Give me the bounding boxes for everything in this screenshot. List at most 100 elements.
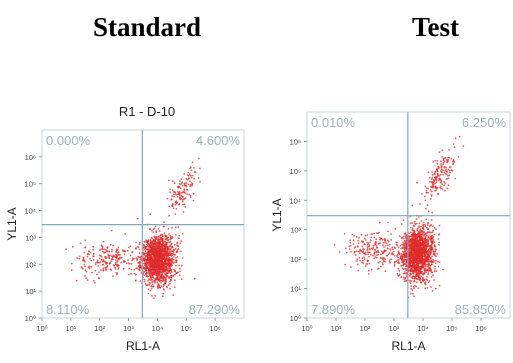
event-point [427, 281, 430, 284]
event-point [452, 158, 455, 161]
event-point [150, 285, 153, 288]
event-point [130, 262, 133, 265]
event-point [393, 265, 396, 267]
event-point [110, 229, 113, 232]
event-point [425, 241, 428, 244]
event-point [136, 259, 139, 261]
event-point [381, 252, 384, 255]
event-point [154, 282, 156, 284]
event-point [157, 260, 160, 262]
event-point [453, 146, 456, 148]
event-point [356, 258, 359, 261]
quadrant-lower-right-label: 87.290% [189, 302, 241, 317]
event-point [410, 231, 412, 234]
event-point [419, 239, 422, 242]
event-point [412, 292, 414, 295]
event-point [106, 247, 109, 249]
event-point [165, 242, 168, 245]
event-point [448, 149, 450, 151]
event-point [404, 252, 407, 255]
event-point [169, 266, 172, 268]
event-point [439, 170, 442, 173]
event-point [435, 181, 438, 184]
x-tick-label: 10⁶ [475, 324, 486, 333]
event-point [440, 166, 443, 169]
event-point [168, 276, 171, 279]
event-point [425, 191, 428, 194]
event-point [433, 241, 436, 244]
event-point [84, 246, 87, 249]
event-point [417, 235, 420, 238]
event-point [393, 254, 396, 257]
event-point [149, 282, 152, 284]
event-point [149, 289, 152, 292]
event-point [115, 254, 118, 257]
event-point [164, 262, 166, 265]
event-point [110, 258, 113, 261]
event-point [458, 135, 461, 138]
event-point [169, 264, 172, 267]
event-point [145, 259, 148, 262]
event-point [374, 256, 377, 258]
event-point [167, 262, 170, 265]
event-point [432, 240, 434, 242]
event-point [359, 252, 361, 255]
event-point [169, 268, 172, 271]
event-point [437, 260, 439, 263]
event-point [175, 259, 178, 262]
event-point [153, 236, 156, 239]
event-point [441, 169, 444, 171]
event-point [193, 277, 196, 280]
event-point [116, 264, 118, 267]
event-point [137, 255, 140, 258]
event-point [411, 249, 413, 252]
event-point [156, 256, 158, 259]
event-point [448, 156, 451, 159]
event-point [127, 262, 130, 264]
event-point [106, 262, 108, 265]
event-point [160, 282, 162, 284]
event-point [354, 254, 357, 257]
event-point [161, 248, 164, 251]
event-point [415, 260, 417, 263]
event-point [149, 255, 152, 257]
event-point [186, 189, 189, 191]
event-point [179, 270, 181, 273]
event-point [170, 276, 173, 279]
event-point [366, 248, 369, 250]
event-point [163, 260, 166, 262]
event-point [419, 270, 422, 272]
event-point [422, 255, 425, 258]
event-point [442, 173, 444, 176]
event-point [137, 262, 140, 264]
event-point [394, 260, 396, 263]
event-point [168, 205, 171, 208]
event-point [439, 186, 442, 189]
event-point [363, 237, 366, 240]
event-point [144, 256, 147, 259]
event-point [414, 250, 417, 253]
event-point [435, 259, 437, 262]
event-point [166, 246, 169, 248]
event-point [149, 213, 152, 216]
event-point [65, 248, 67, 251]
event-point [149, 266, 152, 268]
event-point [422, 273, 425, 276]
event-point [387, 239, 389, 242]
event-point [430, 263, 433, 266]
x-tick-label: 10⁰ [301, 324, 312, 333]
event-point [167, 284, 170, 286]
event-point [170, 271, 173, 273]
event-point [170, 269, 173, 271]
event-point [174, 203, 177, 206]
event-point [189, 184, 192, 186]
event-point [445, 166, 447, 169]
event-point [436, 159, 439, 162]
event-point [154, 278, 157, 281]
y-tick-label: 10⁴ [24, 207, 36, 216]
event-point [359, 259, 361, 262]
event-point [181, 232, 184, 235]
event-point [454, 137, 457, 140]
event-point [417, 275, 420, 278]
event-point [165, 256, 168, 259]
